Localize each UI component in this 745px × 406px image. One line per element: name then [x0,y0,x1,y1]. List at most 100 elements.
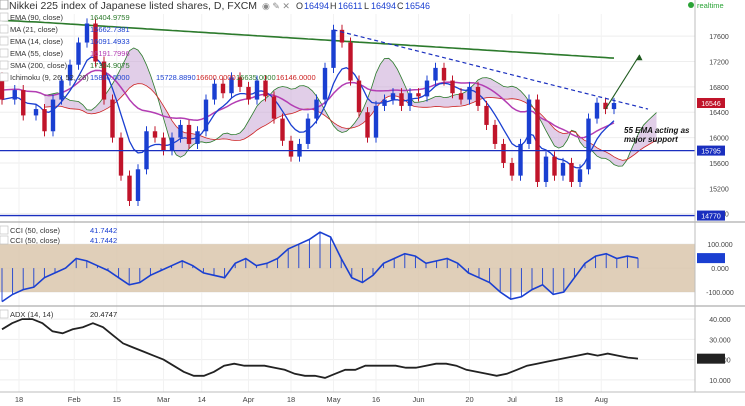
candle-body [21,90,26,116]
adx-tick-label: 40.000 [709,317,731,324]
ohlc-low-label: L [364,1,369,11]
time-tick-label: 20 [465,395,473,404]
candle-body [373,105,379,138]
candle-body [399,93,404,106]
visibility-icon[interactable]: ◉ ✎ ✕ [262,1,290,11]
legend-name: Ichimoku (9, 26, 52, 26) [10,73,89,82]
candle-body [407,93,413,106]
candle-body [288,140,294,157]
header: Nikkei 225 index of Japanese listed shar… [0,0,724,12]
indicator-lines [1,19,615,169]
legend-toggle-icon [0,72,9,82]
target-arrow-line [605,54,640,110]
candle-body [93,23,98,62]
legend-toggle-icon [0,48,9,58]
price-tick-label: 16000 [709,136,729,143]
candle-body [441,67,447,81]
cci-line [1,231,639,303]
legend-value: 16635.0000 [236,73,276,82]
price-tag-label: 16546 [701,101,721,108]
candle-body [518,143,523,176]
candle-body [543,156,549,182]
candle-body [76,42,81,65]
ema-55-line [1,69,615,139]
candles [0,18,617,207]
time-tick-label: Feb [68,395,81,404]
candle-body [237,77,243,87]
price-tick-label: 16400 [709,110,729,117]
candle-body [84,23,90,43]
legend-value: 16146.0000 [276,73,316,82]
candle-body [280,118,285,141]
candle-body [152,131,158,138]
cci-tick-label: -100.000 [706,290,734,297]
legend-name: CCI (50, close) [10,226,61,235]
ohlc-close-label: C [397,1,404,11]
candle-body [305,118,311,144]
adx-legend: ADX (14, 14) 20.4747 [0,309,117,319]
candle-body [59,80,64,100]
ohlc-high-label: H [330,1,337,11]
price-tag [697,210,725,221]
legend-toggle-icon [0,309,9,319]
legend-value: 15860.5000 [90,73,130,82]
time-tick-label: 18 [555,395,563,404]
candle-body [110,99,115,138]
candle-body [42,109,47,132]
candle-body [467,86,472,100]
annotation-line2: major support [624,135,678,144]
candle-body [178,124,183,138]
cci-pane [0,231,695,303]
candle-body [101,61,107,100]
cci-legend: CCI (50, close) 41.7442 CCI (50, close) 41.… [0,225,117,245]
cci-band [0,244,695,293]
sma-200-line [1,19,615,59]
candle-body [450,80,455,94]
ema-14-line [1,56,615,169]
cci-tick-label: 100.000 [707,242,732,249]
candle-body [390,93,396,100]
ohlc-high: 16611 [338,1,362,11]
collapse-icon[interactable] [0,0,9,10]
cci-tick-label: 0.000 [711,266,729,273]
candle-body [603,102,608,110]
candle-body [33,109,39,116]
legend-name: EMA (90, close) [10,13,63,22]
time-tick-label: Apr [243,395,255,404]
legend-toggle-icon [0,36,9,46]
ohlc-close: 16546 [405,1,430,11]
legend-toggle-icon [0,235,9,245]
senkou-span-b [44,83,657,161]
legend-value: 41.7442 [90,236,117,245]
legend-value: 16191.7996 [90,49,130,58]
candle-body [127,175,132,201]
candle-body [433,67,438,81]
legend-value: 15728.8890 [156,73,196,82]
realtime-dot-icon [688,2,694,8]
candle-body [356,80,362,113]
candle-body [560,162,566,176]
time-tick-label: 14 [198,395,206,404]
legend-name: SMA (200, close) [10,61,68,70]
legend-name: EMA (14, close) [10,37,63,46]
candle-body [611,102,617,110]
legend-toggle-icon [0,12,9,22]
candle-body [203,99,209,132]
adx-value-tag [697,353,725,364]
legend-value: 20.4747 [90,310,117,319]
candle-body [577,169,583,182]
time-tick-label: Mar [157,395,170,404]
price-tag [697,145,725,156]
time-tick-label: Jul [507,395,517,404]
candle-body [118,137,124,176]
candle-body [501,143,506,163]
candle-body [492,124,498,144]
price-tick-label: 17200 [709,60,729,67]
candle-body [135,169,141,201]
candle-body [186,124,192,144]
adx-tick-label: 30.000 [709,337,731,344]
candle-body [586,118,591,170]
candle-body [254,80,260,100]
candle-body [535,99,540,182]
time-tick-label: 18 [287,395,295,404]
